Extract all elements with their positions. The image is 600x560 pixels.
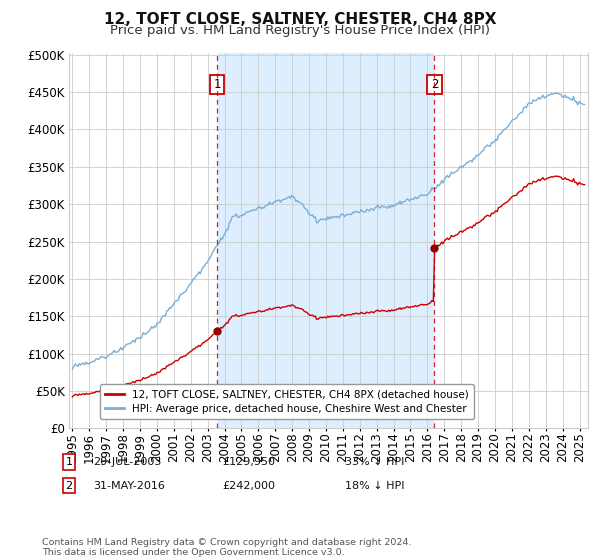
Text: 33% ↓ HPI: 33% ↓ HPI xyxy=(345,457,404,467)
Text: 1: 1 xyxy=(65,457,73,467)
Text: 12, TOFT CLOSE, SALTNEY, CHESTER, CH4 8PX: 12, TOFT CLOSE, SALTNEY, CHESTER, CH4 8P… xyxy=(104,12,496,27)
Text: 18% ↓ HPI: 18% ↓ HPI xyxy=(345,480,404,491)
Text: 1: 1 xyxy=(214,78,221,91)
Text: Contains HM Land Registry data © Crown copyright and database right 2024.
This d: Contains HM Land Registry data © Crown c… xyxy=(42,538,412,557)
Text: 2: 2 xyxy=(65,480,73,491)
Text: 29-JUL-2003: 29-JUL-2003 xyxy=(93,457,161,467)
Text: 2: 2 xyxy=(431,78,438,91)
Text: £129,950: £129,950 xyxy=(222,457,275,467)
Text: 31-MAY-2016: 31-MAY-2016 xyxy=(93,480,165,491)
Text: £242,000: £242,000 xyxy=(222,480,275,491)
Text: Price paid vs. HM Land Registry's House Price Index (HPI): Price paid vs. HM Land Registry's House … xyxy=(110,24,490,36)
Legend: 12, TOFT CLOSE, SALTNEY, CHESTER, CH4 8PX (detached house), HPI: Average price, : 12, TOFT CLOSE, SALTNEY, CHESTER, CH4 8P… xyxy=(100,384,474,419)
